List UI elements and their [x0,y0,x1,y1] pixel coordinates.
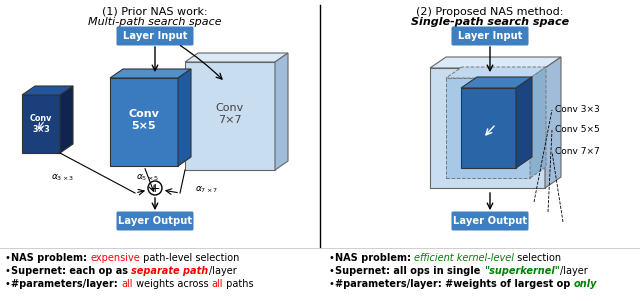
Text: paths: paths [223,279,253,289]
Text: •: • [328,253,334,263]
Text: #parameters/layer: #weights of largest op: #parameters/layer: #weights of largest o… [335,279,573,289]
Text: "superkernel": "superkernel" [484,266,559,276]
Polygon shape [430,68,545,188]
Polygon shape [178,69,191,166]
Text: Layer Output: Layer Output [453,216,527,226]
Text: Conv
5×5: Conv 5×5 [129,109,159,131]
Text: only: only [573,279,597,289]
Text: $\alpha_{3\times3}$: $\alpha_{3\times3}$ [51,173,74,183]
Polygon shape [530,67,546,178]
Text: $\alpha_{7\times7}$: $\alpha_{7\times7}$ [195,185,218,195]
Text: /layer: /layer [559,266,588,276]
Text: path-level selection: path-level selection [140,253,239,263]
Text: NAS problem:: NAS problem: [335,253,414,263]
Text: Conv 7×7: Conv 7×7 [555,147,600,157]
Text: Conv
3×3: Conv 3×3 [30,114,52,134]
Polygon shape [60,86,73,153]
Polygon shape [461,88,516,168]
Polygon shape [516,77,532,168]
Polygon shape [446,78,530,178]
Text: Conv 5×5: Conv 5×5 [555,126,600,135]
Polygon shape [430,57,561,68]
Text: /layer: /layer [209,266,236,276]
Polygon shape [461,77,532,88]
Text: Single-path search space: Single-path search space [411,17,569,27]
FancyBboxPatch shape [451,26,529,45]
Text: •: • [4,279,10,289]
Text: selection: selection [515,253,561,263]
Polygon shape [22,95,60,153]
FancyBboxPatch shape [116,212,193,231]
Circle shape [148,181,162,195]
Polygon shape [185,62,275,170]
Text: Supernet: each op as: Supernet: each op as [11,266,131,276]
FancyBboxPatch shape [116,26,193,45]
Text: (1) Prior NAS work:: (1) Prior NAS work: [102,7,208,17]
Text: weights across: weights across [132,279,211,289]
Text: $\alpha_{5\times5}$: $\alpha_{5\times5}$ [136,173,159,183]
Text: Conv
7×7: Conv 7×7 [216,103,244,125]
Text: Conv 3×3: Conv 3×3 [555,105,600,114]
Text: separate path: separate path [131,266,209,276]
Polygon shape [110,69,191,78]
Polygon shape [110,78,178,166]
Text: •: • [328,266,334,276]
Text: Layer Input: Layer Input [458,31,522,41]
Text: expensive: expensive [90,253,140,263]
Polygon shape [22,86,73,95]
Polygon shape [545,57,561,188]
Text: Multi-path search space: Multi-path search space [88,17,222,27]
Text: NAS problem:: NAS problem: [11,253,90,263]
Text: •: • [4,253,10,263]
Text: +: + [150,182,160,194]
FancyBboxPatch shape [451,212,529,231]
Text: Layer Input: Layer Input [123,31,188,41]
Text: (2) Proposed NAS method:: (2) Proposed NAS method: [416,7,564,17]
Text: •: • [4,266,10,276]
Text: Supernet: all ops in single: Supernet: all ops in single [335,266,484,276]
Text: all: all [211,279,223,289]
Text: Layer Output: Layer Output [118,216,192,226]
Text: •: • [328,279,334,289]
Text: efficient kernel-level: efficient kernel-level [414,253,515,263]
Text: all: all [121,279,132,289]
Polygon shape [185,53,288,62]
Polygon shape [446,67,546,78]
Text: #parameters/layer:: #parameters/layer: [11,279,121,289]
Polygon shape [275,53,288,170]
